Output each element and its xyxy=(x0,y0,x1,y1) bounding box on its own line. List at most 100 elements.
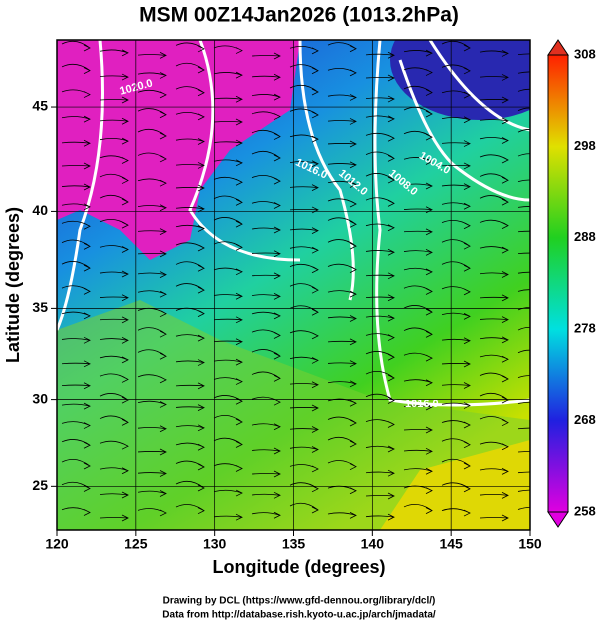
streamline xyxy=(213,437,243,448)
streamline xyxy=(479,316,509,323)
streamline xyxy=(251,201,281,209)
x-tick-label: 140 xyxy=(361,536,385,552)
streamline xyxy=(137,204,167,212)
streamline xyxy=(251,371,281,382)
streamline xyxy=(61,115,91,123)
streamline xyxy=(137,250,167,258)
streamline xyxy=(251,73,281,81)
streamline xyxy=(175,242,205,252)
streamline xyxy=(137,374,167,384)
streamline xyxy=(441,382,471,389)
streamline xyxy=(517,451,530,453)
x-tick-label: 125 xyxy=(124,536,148,552)
streamline xyxy=(137,425,167,433)
x-tick-label: 145 xyxy=(439,536,463,552)
streamline xyxy=(213,71,243,79)
streamline xyxy=(365,393,395,404)
streamline xyxy=(327,118,357,125)
streamline xyxy=(403,403,433,411)
streamline xyxy=(137,128,167,140)
streamline xyxy=(365,248,395,256)
streamline xyxy=(517,349,530,354)
streamline xyxy=(99,117,129,125)
streamline xyxy=(251,272,281,280)
streamline xyxy=(99,294,129,302)
contour-label: 1016.0 xyxy=(405,398,439,410)
streamline xyxy=(479,392,509,404)
streamline xyxy=(289,482,319,493)
streamline xyxy=(175,42,205,53)
streamline xyxy=(99,270,129,278)
streamline xyxy=(479,492,509,499)
streamline xyxy=(327,338,357,346)
streamline xyxy=(175,460,205,471)
colorbar-tick-label: 268 xyxy=(574,412,596,427)
streamline xyxy=(251,423,281,431)
streamline xyxy=(403,157,433,165)
streamline xyxy=(441,420,471,429)
streamline xyxy=(213,217,243,228)
streamline xyxy=(517,179,530,183)
streamline xyxy=(365,272,395,280)
colorbar-tick-label: 288 xyxy=(574,229,596,244)
streamline xyxy=(61,336,91,344)
streamline xyxy=(175,111,205,121)
streamline xyxy=(251,52,281,60)
streamline xyxy=(137,89,167,99)
streamline xyxy=(289,404,319,412)
streamline xyxy=(327,416,357,427)
map-field xyxy=(57,40,530,530)
streamline xyxy=(61,239,91,250)
streamline xyxy=(289,446,319,453)
streamline xyxy=(137,327,167,338)
streamline xyxy=(441,286,471,296)
streamline xyxy=(327,511,357,519)
streamline xyxy=(327,460,357,471)
streamline xyxy=(213,267,243,276)
isobars xyxy=(57,40,530,407)
streamline xyxy=(99,49,129,57)
isobar xyxy=(428,40,530,132)
streamline xyxy=(441,162,471,170)
streamline xyxy=(175,261,205,272)
streamline xyxy=(365,95,395,103)
streamline xyxy=(517,129,530,133)
streamline xyxy=(403,182,433,190)
streamline xyxy=(403,249,433,256)
streamline xyxy=(517,230,530,233)
streamline xyxy=(61,458,91,470)
streamline xyxy=(175,205,205,213)
streamline xyxy=(213,45,243,54)
isobar xyxy=(188,40,301,262)
streamline xyxy=(61,507,91,516)
streamline xyxy=(403,379,433,387)
streamline xyxy=(137,470,167,477)
streamline xyxy=(213,513,243,521)
streamline xyxy=(137,349,167,360)
y-axis-label: Latitude (degrees) xyxy=(3,207,23,363)
streamline xyxy=(251,311,281,320)
streamline xyxy=(213,338,243,346)
streamline xyxy=(61,139,91,147)
streamline xyxy=(327,67,357,77)
warm-region xyxy=(380,440,530,530)
streamline xyxy=(441,116,471,124)
streamline xyxy=(517,401,530,404)
streamline xyxy=(213,414,243,426)
streamline xyxy=(517,88,530,92)
streamline xyxy=(251,150,281,162)
streamline xyxy=(479,50,509,57)
streamline xyxy=(213,95,243,103)
streamline xyxy=(175,86,205,97)
streamline xyxy=(327,140,357,148)
streamline xyxy=(441,482,471,493)
title: MSM 00Z14Jan2026 (1013.2hPa) xyxy=(139,4,459,27)
streamline xyxy=(289,184,319,191)
streamline xyxy=(61,89,91,98)
streamline xyxy=(403,305,433,316)
colorbar-tick-label: 298 xyxy=(574,138,596,153)
streamline xyxy=(365,492,395,500)
streamline xyxy=(61,439,91,449)
streamline xyxy=(479,173,509,184)
colorbar-over xyxy=(547,39,569,56)
